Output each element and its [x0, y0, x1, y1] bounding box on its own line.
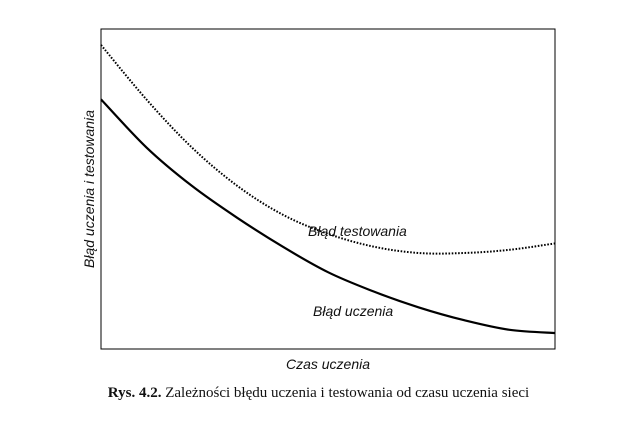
series-label-test-error: Błąd testowania: [308, 223, 407, 239]
series-line-test-error: [100, 44, 556, 255]
series-label-train-error: Błąd uczenia: [313, 303, 393, 319]
x-axis-label: Czas uczenia: [286, 356, 370, 372]
series-line-train-error: [100, 98, 556, 335]
caption-number: Rys. 4.2.: [107, 385, 162, 401]
series-layer: [100, 44, 556, 335]
plot-frame: [100, 28, 556, 350]
y-axis-label: Błąd uczenia i testowania: [81, 110, 97, 268]
figure-caption: Rys. 4.2. Zależności błędu uczenia i tes…: [0, 385, 637, 402]
caption-text: Zależności błędu uczenia i testowania od…: [165, 385, 530, 401]
chart: Błąd testowania Błąd uczenia Czas uczeni…: [81, 28, 556, 372]
